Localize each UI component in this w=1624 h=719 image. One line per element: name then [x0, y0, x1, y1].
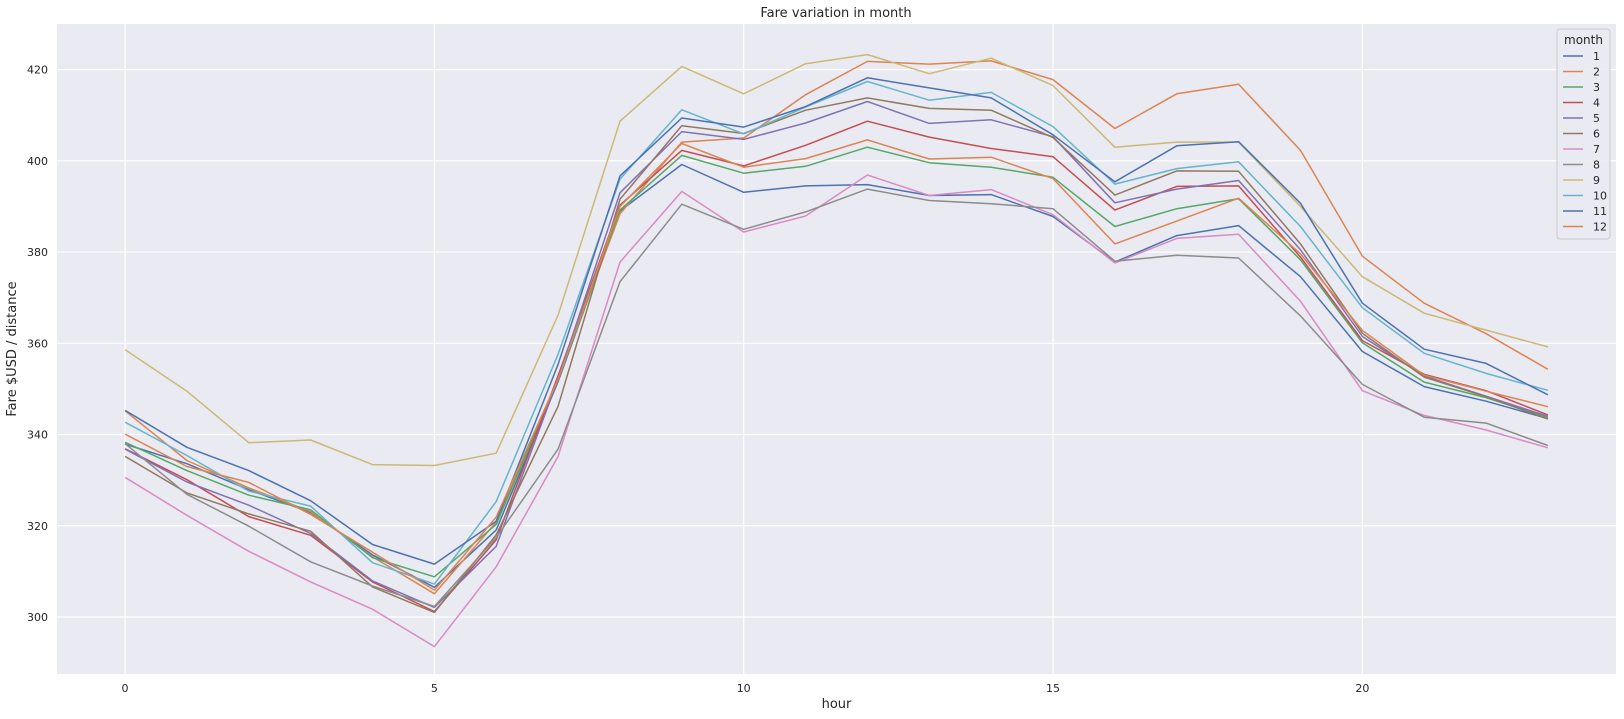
legend-entry-label: 12 [1593, 221, 1607, 234]
series-line-month-6 [124, 97, 1549, 614]
y-tick-label: 340 [27, 429, 48, 442]
legend-entry-label: 5 [1593, 112, 1600, 125]
x-axis-label: hour [822, 697, 852, 712]
legend-entry-label: 3 [1593, 81, 1600, 94]
y-tick-label: 320 [27, 520, 48, 533]
series-line-month-1 [124, 163, 1549, 589]
legend-box [1556, 28, 1611, 240]
grid [57, 24, 1616, 674]
y-tick-label: 300 [27, 611, 48, 624]
series-line-month-11 [124, 77, 1549, 565]
x-tick-labels: 0 5 10 15 20 [122, 682, 1370, 695]
legend-entry-label: 2 [1593, 66, 1600, 79]
y-tick-label: 400 [27, 155, 48, 168]
x-tick-label: 15 [1046, 682, 1060, 695]
series-line-month-3 [124, 146, 1549, 578]
x-tick-label: 5 [431, 682, 438, 695]
series-line-month-4 [124, 120, 1549, 613]
legend-entry-label: 4 [1593, 97, 1600, 110]
series-line-month-5 [124, 100, 1549, 609]
series-line-month-9 [124, 53, 1549, 467]
legend-entry-label: 11 [1593, 205, 1607, 218]
y-axis-label: Fare $USD / distance [5, 281, 20, 416]
y-tick-label: 380 [27, 246, 48, 259]
y-tick-labels: 300 320 340 360 380 400 420 [27, 64, 48, 624]
series-line-month-10 [124, 80, 1549, 585]
legend-entry-label: 7 [1593, 143, 1600, 156]
legend-entry-label: 1 [1593, 50, 1600, 63]
series-line-month-8 [124, 188, 1549, 608]
y-tick-label: 360 [27, 337, 48, 350]
legend-entry-label: 9 [1593, 174, 1600, 187]
series-group [124, 53, 1549, 648]
legend-title: month [1564, 33, 1603, 47]
chart-title: Fare variation in month [760, 6, 911, 21]
legend-entry-label: 8 [1593, 159, 1600, 172]
plot-area [57, 24, 1616, 674]
x-tick-label: 10 [737, 682, 751, 695]
series-line-month-7 [124, 174, 1549, 648]
x-tick-label: 20 [1355, 682, 1369, 695]
series-line-month-12 [124, 139, 1549, 591]
legend-entry-label: 6 [1593, 128, 1600, 141]
y-tick-label: 420 [27, 64, 48, 77]
legend-entry-label: 10 [1593, 190, 1607, 203]
x-tick-label: 0 [122, 682, 129, 695]
